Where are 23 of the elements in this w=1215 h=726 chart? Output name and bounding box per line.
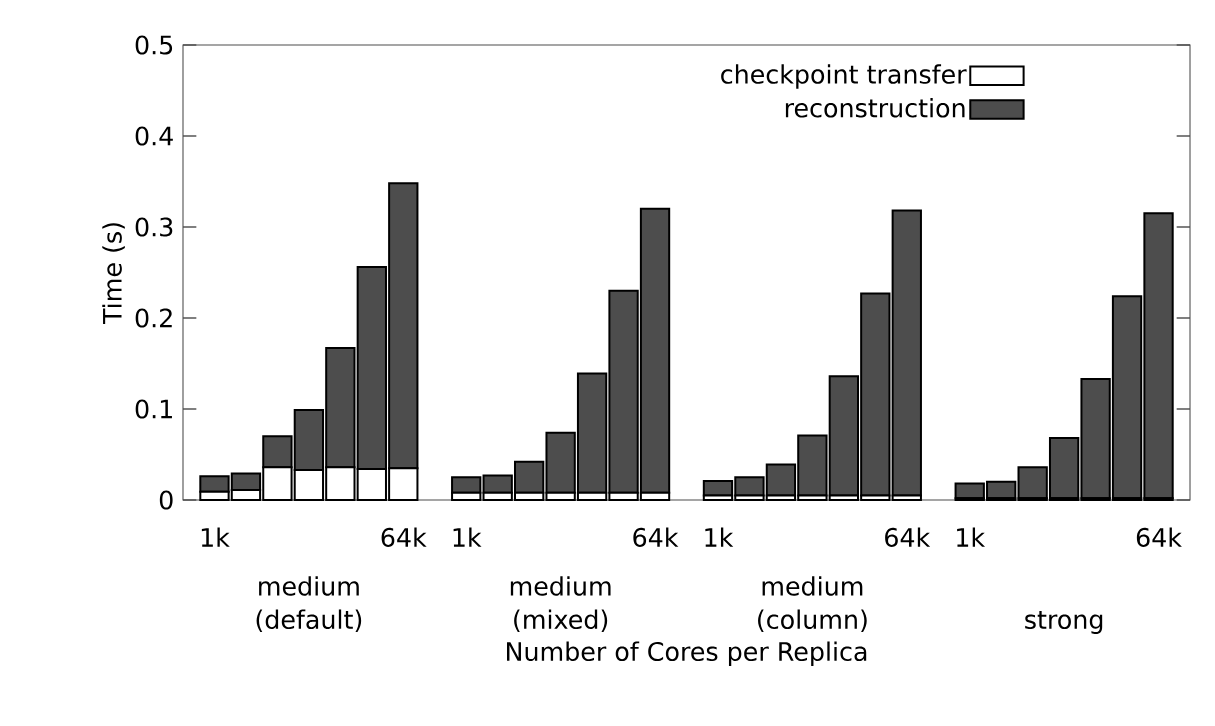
x-tick-label: 1k (201, 527, 230, 547)
x-tick-label: 64k (633, 527, 679, 547)
text: strong (1025, 610, 1103, 634)
x-tick-label: 1k (957, 527, 986, 547)
y-tick-label: 0.4 (135, 126, 173, 146)
text: medium (default) (256, 576, 362, 633)
x-tick-label: 64k (381, 527, 427, 547)
legend-label: checkpoint transfer (721, 64, 967, 89)
text: medium (mixed) (510, 576, 611, 633)
text: medium (column) (758, 576, 867, 633)
legend-label: reconstruction (785, 97, 965, 118)
y-tick-label: 0.1 (135, 399, 172, 419)
x-tick-label: 64k (1136, 527, 1182, 547)
x-tick-label: 1k (705, 527, 734, 547)
y-tick-label: 0.3 (135, 217, 173, 237)
y-tick-label: 0.5 (135, 35, 173, 55)
y-axis-title: Time (s) (102, 223, 125, 325)
y-tick-label: 0.2 (135, 308, 172, 328)
bar (891, 209, 922, 497)
x-tick-label: 64k (885, 527, 931, 547)
y-tick-label: 0 (159, 490, 173, 510)
x-axis-title: Number of Cores per Replica (507, 641, 867, 666)
x-tick-label: 1k (453, 527, 482, 547)
